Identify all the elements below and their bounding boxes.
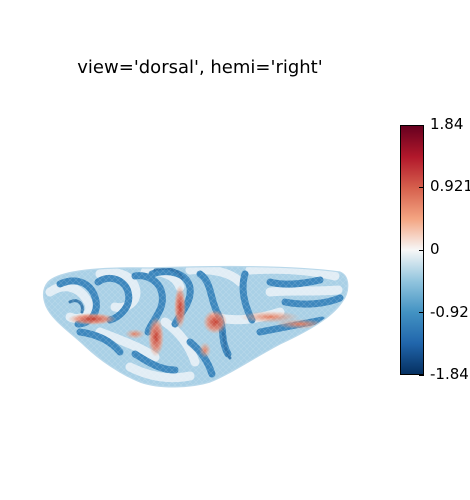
colorbar-tick-mark: [419, 249, 424, 251]
colorbar-tick-label: 0: [430, 240, 440, 258]
figure-title: view='dorsal', hemi='right': [77, 57, 323, 78]
colorbar-tick-mark: [419, 374, 424, 376]
colorbar-tick-label: -1.84: [430, 365, 469, 383]
surface-shading: [43, 266, 348, 387]
colorbar-tick-mark: [419, 124, 424, 126]
colorbar-tick-label: 1.84: [430, 115, 464, 133]
colorbar-tick-mark: [419, 312, 424, 314]
colorbar-tick-label: 0.921: [430, 177, 470, 196]
colorbar-tick-label: -0.92: [430, 302, 469, 321]
dorsal-cortex-surface: [42, 265, 349, 388]
colorbar-tick-mark: [419, 186, 424, 188]
